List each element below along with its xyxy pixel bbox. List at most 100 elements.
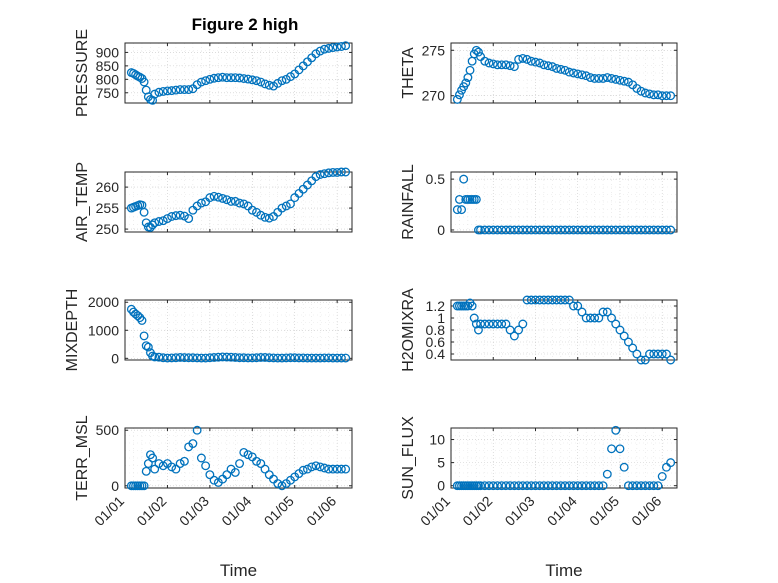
data-point (649, 349, 659, 359)
data-point (594, 74, 604, 83)
data-point (661, 91, 671, 101)
data-point (290, 353, 300, 363)
data-point (457, 205, 467, 215)
data-point (484, 319, 494, 329)
y-tick-label: 0.8 (426, 322, 446, 338)
data-point (311, 172, 321, 182)
data-point (184, 214, 194, 224)
data-point (150, 89, 160, 99)
y-axis-label: THETA (400, 47, 417, 99)
data-point (256, 353, 266, 362)
data-point (341, 464, 351, 474)
data-point (632, 225, 642, 235)
data-point (332, 167, 342, 177)
panel-air_temp: 250 255 260 AIR_TEMP (74, 162, 353, 242)
x-tick-label: 01/04 (544, 493, 580, 529)
data-point (581, 313, 591, 323)
y-axis-label: MIXDEPTH (64, 289, 81, 372)
x-axis-label: Time (220, 561, 257, 580)
data-point (148, 453, 158, 463)
data-point (131, 70, 141, 80)
data-point (573, 481, 583, 491)
data-point (247, 205, 257, 215)
data-point (501, 225, 511, 235)
data-point (239, 447, 249, 457)
data-point (319, 169, 329, 179)
data-point (311, 461, 321, 471)
y-tick-label: 500 (96, 422, 120, 438)
x-tick-label: 01/05 (586, 493, 622, 529)
data-point (474, 325, 483, 335)
data-point (653, 481, 663, 491)
data-point (162, 86, 172, 96)
data-point (602, 225, 612, 235)
data-point (556, 295, 566, 305)
data-point (192, 353, 202, 363)
y-axis-label: TERR_MSL (74, 415, 91, 500)
data-point (488, 319, 498, 329)
data-point (505, 481, 515, 491)
data-point (162, 353, 172, 363)
data-point (315, 462, 325, 472)
data-point (341, 167, 351, 177)
data-point (539, 481, 549, 491)
data-point (488, 225, 498, 235)
data-point (324, 353, 334, 363)
data-point (281, 353, 291, 363)
data-point (590, 74, 600, 83)
data-point (602, 307, 612, 317)
data-point (209, 73, 219, 83)
data-point (577, 481, 587, 491)
data-point (467, 301, 477, 311)
data-points (452, 425, 676, 491)
data-point (324, 43, 334, 53)
data-point (175, 210, 185, 220)
data-point (315, 46, 325, 56)
data-point (645, 225, 654, 235)
data-point (141, 466, 151, 476)
axes-box (124, 171, 353, 233)
data-point (260, 353, 270, 362)
data-point (269, 353, 278, 363)
data-point (222, 195, 232, 205)
data-point (569, 301, 578, 311)
data-point (488, 59, 498, 69)
data-point (277, 481, 287, 491)
data-point (135, 313, 145, 323)
data-point (535, 225, 545, 235)
data-point (590, 225, 600, 235)
data-point (640, 355, 650, 365)
data-point (581, 481, 591, 491)
data-point (514, 325, 524, 335)
data-point (535, 58, 545, 68)
data-point (488, 481, 498, 491)
data-point (324, 464, 334, 474)
data-point (619, 331, 629, 341)
data-point (518, 54, 528, 63)
data-point (196, 77, 206, 87)
data-point (611, 425, 621, 435)
data-point (526, 56, 536, 66)
data-point (273, 353, 283, 363)
data-point (302, 464, 312, 474)
data-point (552, 225, 562, 235)
data-point (640, 88, 650, 98)
data-point (148, 95, 158, 105)
data-point (539, 60, 549, 70)
data-point (543, 295, 553, 305)
data-point (552, 481, 562, 491)
data-point (454, 195, 464, 204)
data-point (319, 44, 329, 54)
data-point (336, 42, 346, 51)
data-point (560, 295, 570, 305)
data-point (471, 45, 481, 55)
y-tick-label: 5 (437, 455, 445, 471)
data-point (556, 64, 566, 74)
data-point (497, 481, 507, 491)
data-point (480, 319, 490, 329)
data-point (518, 481, 528, 491)
data-points (126, 304, 351, 363)
data-point (526, 481, 536, 491)
data-point (150, 218, 160, 228)
